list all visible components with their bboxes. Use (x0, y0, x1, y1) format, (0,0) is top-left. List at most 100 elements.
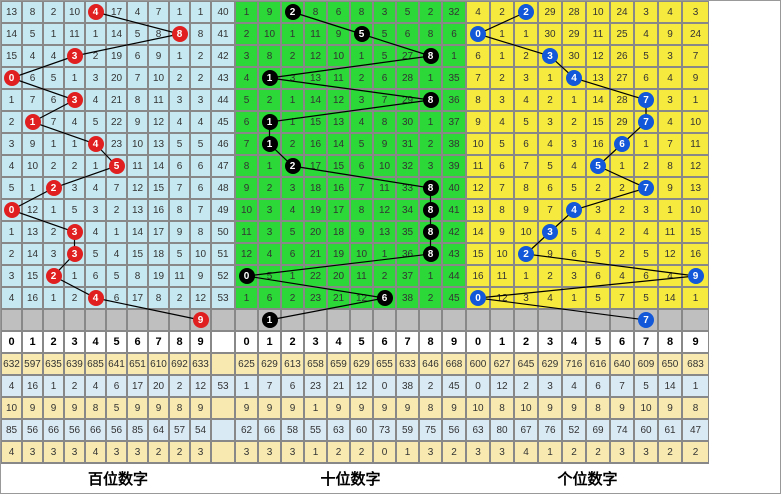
ball: 8 (172, 26, 188, 42)
cell: 9 (682, 67, 709, 89)
cell: 4 (634, 221, 658, 243)
cell: 4 (127, 1, 148, 23)
cell: 5 (586, 287, 610, 309)
cell: 2 (169, 67, 190, 89)
cell: 3 (634, 1, 658, 23)
cell: 15 (327, 155, 350, 177)
stat-cell: 9 (281, 397, 304, 419)
section-footer: 百位数字 (1, 463, 235, 493)
cell: 13 (586, 67, 610, 89)
stat-row: 625629613658659629655633646668 (235, 353, 466, 375)
stat-cell: 16 (22, 375, 43, 397)
cell: 3 (350, 89, 373, 111)
ball: 1 (262, 312, 278, 328)
cell: 1 (490, 45, 514, 67)
cell: 6 (396, 23, 419, 45)
ball: 2 (46, 180, 62, 196)
table-row: 210111995686 (235, 23, 466, 45)
cell: 6 (514, 133, 538, 155)
ball: 0 (470, 290, 486, 306)
cell (127, 309, 148, 331)
grid-main: 4222928102434351130291125492461233012265… (466, 1, 709, 331)
ball: 3 (542, 48, 558, 64)
stat-cell: 7 (610, 375, 634, 397)
cell: 13 (1, 1, 22, 23)
cell: 12 (466, 177, 490, 199)
cell (586, 309, 610, 331)
cell: 2 (190, 67, 211, 89)
stat-cell: 1 (538, 441, 562, 463)
cell: 2 (562, 111, 586, 133)
cell: 16 (148, 199, 169, 221)
ball: 3 (67, 48, 83, 64)
stat-cell: 4 (1, 441, 22, 463)
cell: 6 (281, 243, 304, 265)
stat-cell: 610 (148, 353, 169, 375)
cell: 9 (350, 221, 373, 243)
cell: 3 (586, 199, 610, 221)
ball: 0 (470, 26, 486, 42)
ball: 1 (262, 114, 278, 130)
stat-cell: 9 (562, 397, 586, 419)
stat-cell: 45 (442, 375, 466, 397)
cell (350, 309, 373, 331)
stat-cell: 20 (148, 375, 169, 397)
section-b: 1382104174711401451111145828411544321969… (1, 1, 235, 493)
table-row: 19286835232 (235, 1, 466, 23)
cell: 2 (235, 23, 258, 45)
stat-cell: 4 (562, 375, 586, 397)
cell: 12 (190, 287, 211, 309)
stat-cell: 59 (396, 419, 419, 441)
cell: 7 (514, 155, 538, 177)
cell: 2 (610, 221, 634, 243)
cell: 4 (106, 243, 127, 265)
cell: 1 (682, 287, 709, 309)
header-cell: 8 (169, 331, 190, 353)
cell: 29 (562, 23, 586, 45)
cell: 1 (281, 89, 304, 111)
header-cell: 9 (682, 331, 709, 353)
stat-cell: 75 (419, 419, 442, 441)
table-row: 012153213168749 (1, 199, 235, 221)
cell: 19 (106, 45, 127, 67)
stat-cell: 650 (658, 353, 682, 375)
cell: 4 (1, 287, 22, 309)
stat-row: 63806776526974606147 (466, 419, 709, 441)
cell (396, 309, 419, 331)
cell: 1 (562, 89, 586, 111)
stat-cell: 60 (350, 419, 373, 441)
cell: 10 (466, 133, 490, 155)
stat-cell: 8 (419, 397, 442, 419)
cell: 35 (396, 221, 419, 243)
cell: 1 (85, 155, 106, 177)
cell: 9 (490, 221, 514, 243)
cell: 16 (586, 133, 610, 155)
cell: 19 (327, 243, 350, 265)
ball: 9 (193, 312, 209, 328)
ball: 1 (25, 114, 41, 130)
stat-cell: 6 (586, 375, 610, 397)
section-footer: 十位数字 (235, 463, 466, 493)
cell: 1 (43, 23, 64, 45)
cell: 6 (562, 243, 586, 265)
table-row: 127865227913 (466, 177, 709, 199)
cell: 7 (169, 177, 190, 199)
cell: 13 (148, 133, 169, 155)
cell: 14 (466, 221, 490, 243)
cell: 15 (682, 221, 709, 243)
cell: 49 (211, 199, 235, 221)
cell: 10 (586, 1, 610, 23)
cell (442, 309, 466, 331)
cell: 10 (373, 155, 396, 177)
cell: 11 (148, 89, 169, 111)
cell: 17 (327, 199, 350, 221)
cell: 6 (634, 265, 658, 287)
stat-cell: 1 (304, 397, 327, 419)
cell: 15 (586, 111, 610, 133)
header-cell: 2 (43, 331, 64, 353)
cell: 4 (190, 111, 211, 133)
cell: 3 (169, 89, 190, 111)
stat-cell: 4 (85, 441, 106, 463)
cell: 11 (682, 133, 709, 155)
cell: 36 (396, 243, 419, 265)
